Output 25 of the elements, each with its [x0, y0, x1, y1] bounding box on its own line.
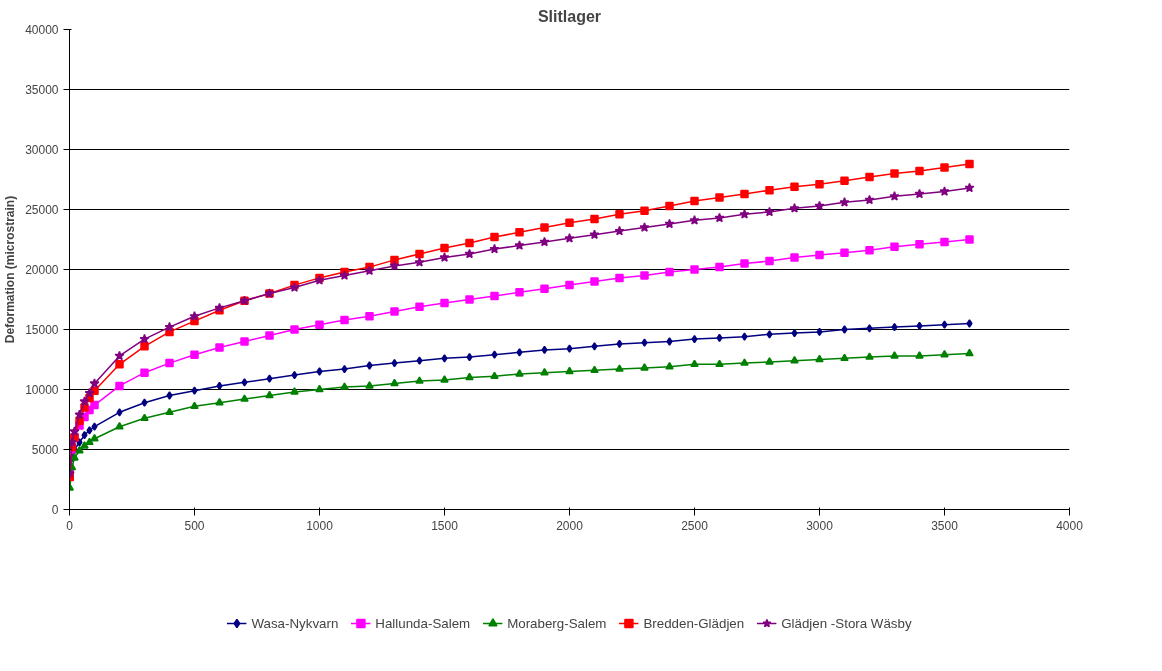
- y-tick-label: 35000: [25, 83, 59, 97]
- legend-label: Bredden-Glädjen: [643, 615, 745, 631]
- x-tick-label: 3500: [931, 518, 959, 533]
- chart-title: Slitlager: [537, 7, 602, 25]
- x-tick-label: 0: [66, 518, 74, 533]
- y-tick-label: 5000: [31, 443, 59, 457]
- y-tick-label: 40000: [25, 23, 59, 37]
- x-tick-label: 2000: [556, 518, 584, 533]
- y-tick-label: 0: [51, 503, 59, 517]
- legend-label: Moraberg-Salem: [507, 615, 607, 631]
- y-tick-label: 15000: [25, 323, 59, 337]
- legend-label: Wasa-Nykvarn: [251, 615, 339, 631]
- y-tick-label: 10000: [25, 383, 59, 397]
- x-tick-label: 500: [184, 518, 205, 533]
- y-tick-label: 20000: [25, 263, 59, 277]
- legend-label: Hallunda-Salem: [375, 615, 471, 631]
- legend-label: Glädjen -Stora Wäsby: [781, 615, 912, 631]
- y-tick-label: 30000: [25, 143, 59, 157]
- x-tick-label: 1000: [306, 518, 334, 533]
- x-tick-label: 2500: [681, 518, 709, 533]
- y-tick-label: 25000: [25, 203, 59, 217]
- x-tick-label: 4000: [1056, 518, 1084, 533]
- x-tick-label: 3000: [806, 518, 834, 533]
- x-tick-label: 1500: [431, 518, 459, 533]
- y-axis-title: Deformation (microstrain): [3, 195, 18, 344]
